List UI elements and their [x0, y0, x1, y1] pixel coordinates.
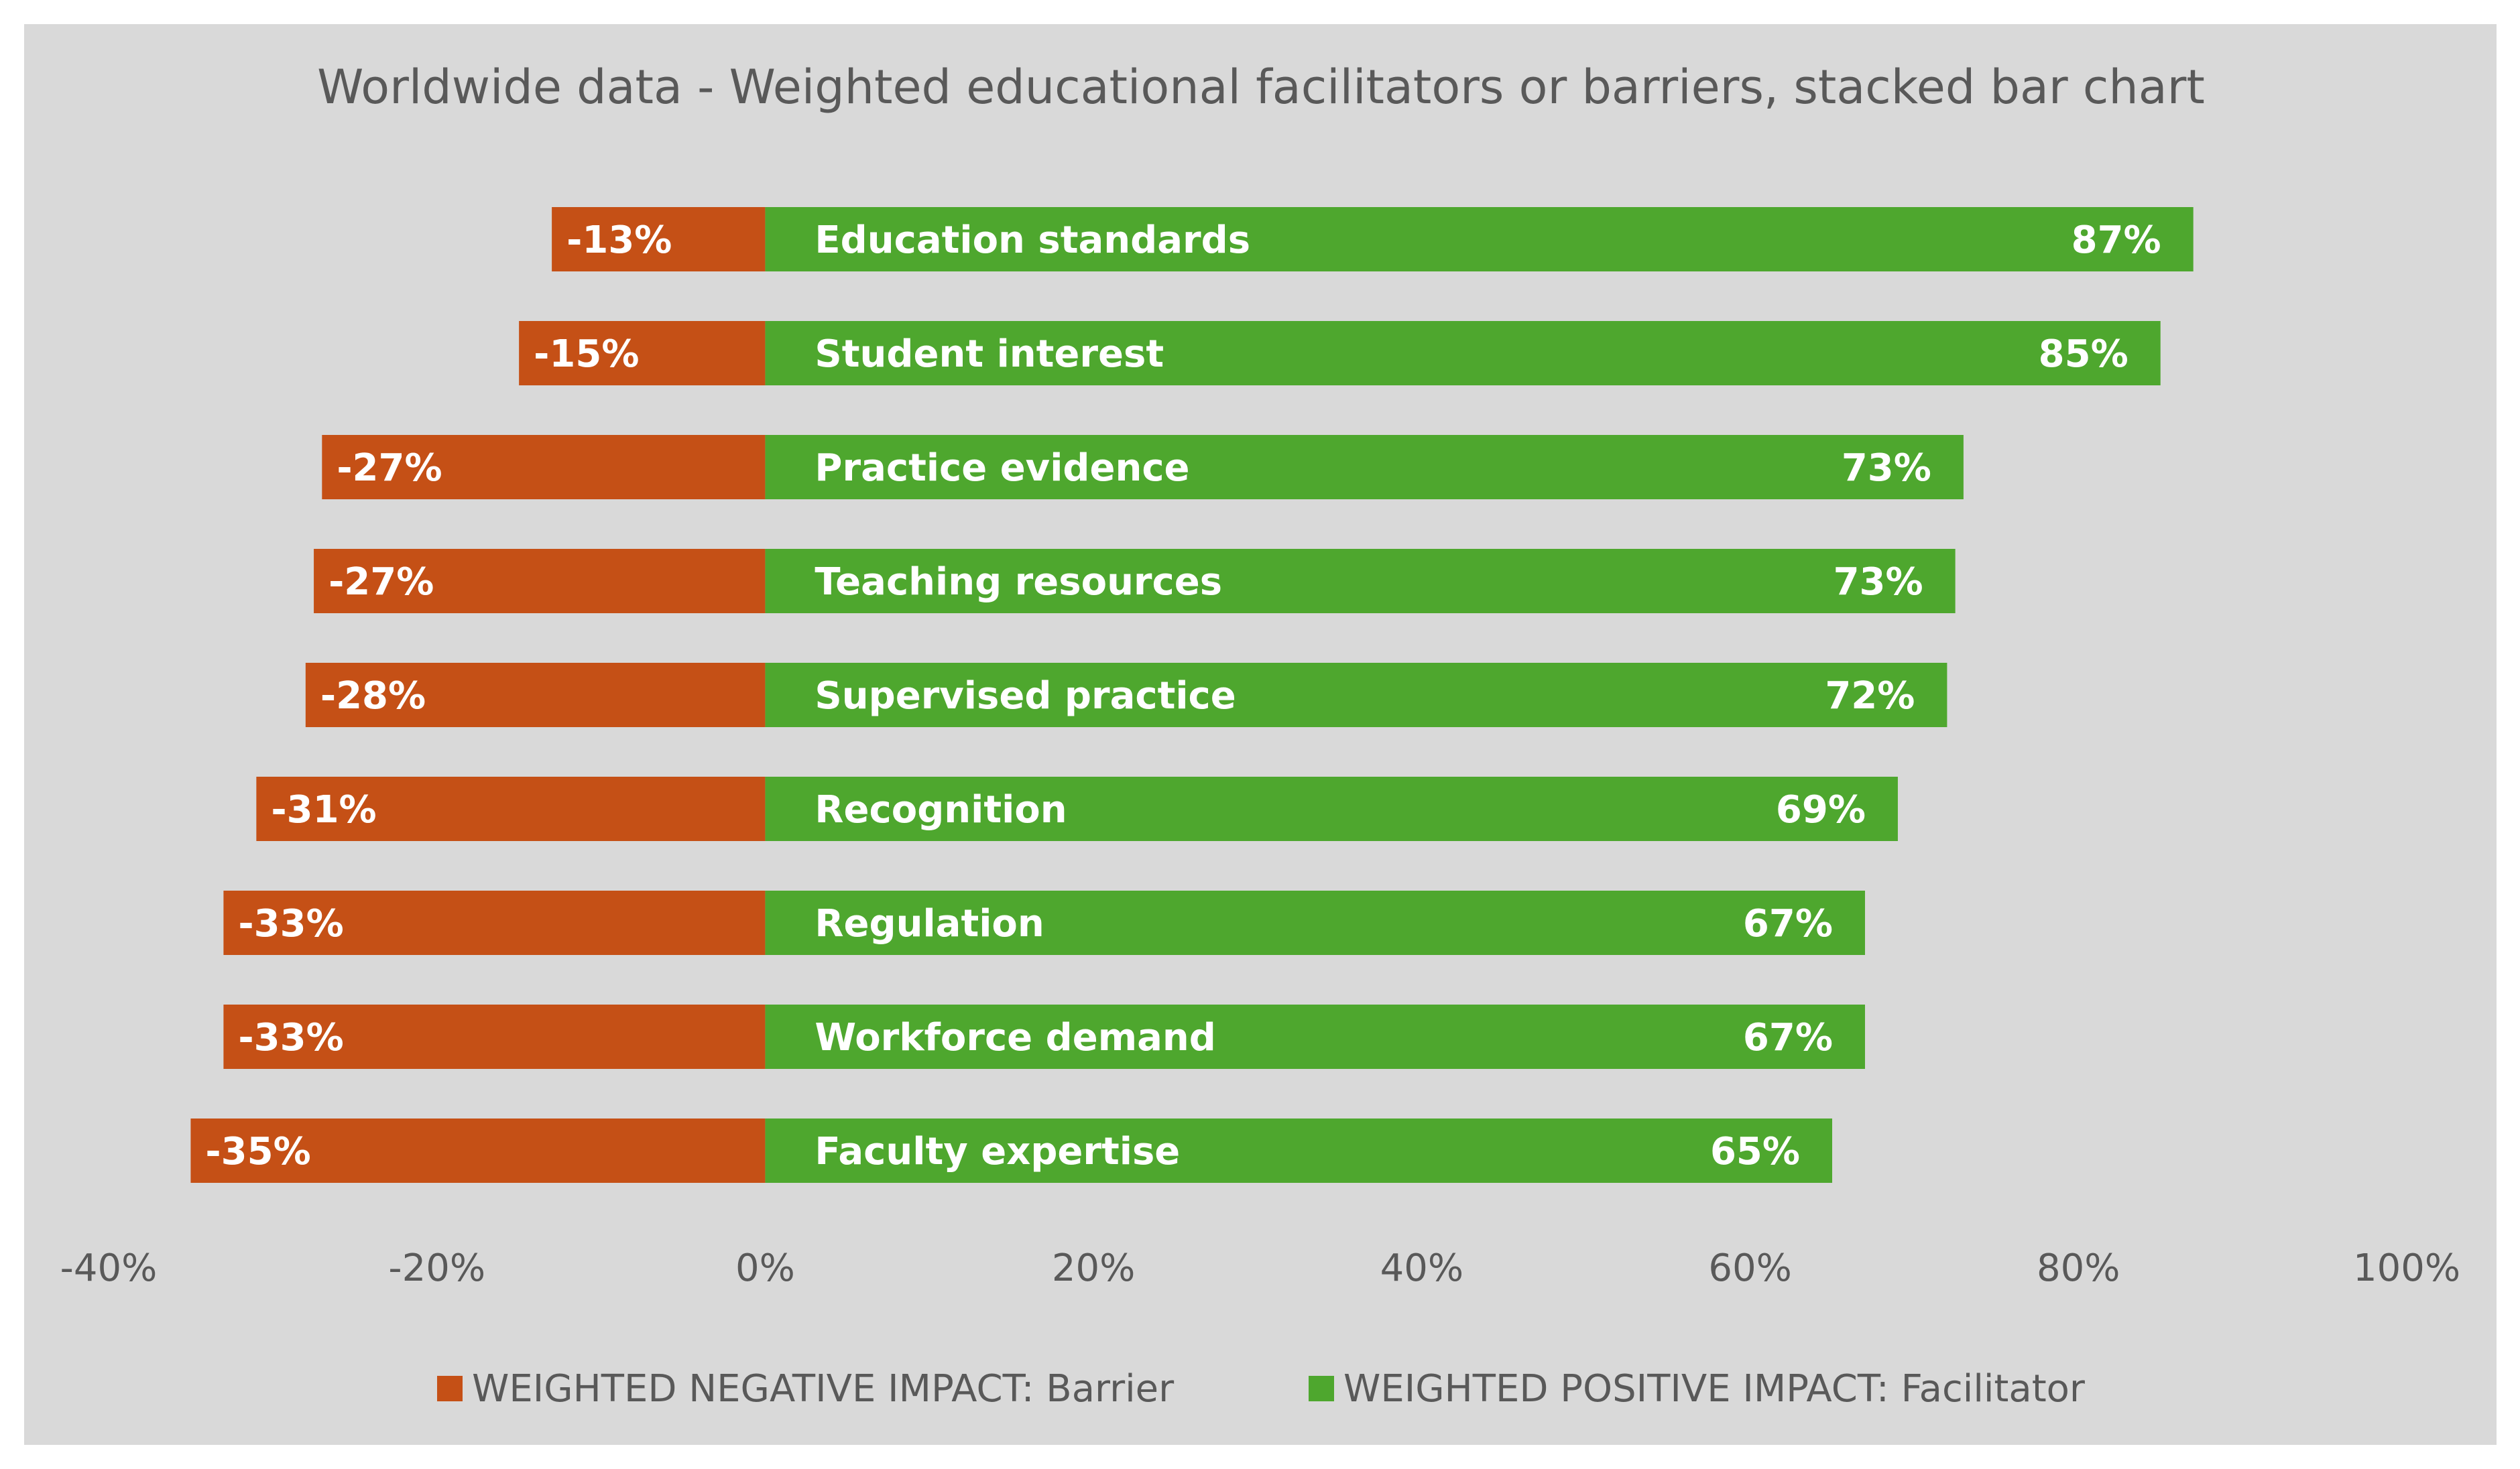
bar-positive-recognition [765, 777, 1898, 841]
bar-negative-faculty-expertise [190, 1119, 766, 1183]
bar-negative-supervised-practice [305, 663, 766, 727]
category-label-faculty-expertise: Faculty expertise [815, 1130, 1180, 1173]
bar-negative-regulation [223, 891, 766, 955]
label-negative-regulation: -33% [238, 902, 343, 946]
chart-title: Worldwide data - Weighted educational fa… [317, 60, 2205, 115]
bar-negative-education-standards [552, 207, 766, 271]
legend: WEIGHTED NEGATIVE IMPACT: Barrier WEIGHTE… [437, 1367, 2086, 1411]
bar-positive-education-standards [765, 207, 2194, 271]
x-tick-label: 60% [1708, 1247, 1791, 1290]
label-negative-recognition: -31% [271, 788, 376, 832]
category-label-student-interest: Student interest [815, 332, 1164, 376]
label-negative-faculty-expertise: -35% [205, 1130, 310, 1173]
label-positive-practice-evidence: 73% [1842, 446, 1931, 490]
x-tick-label: 20% [1052, 1247, 1135, 1290]
bar-negative-student-interest [519, 321, 766, 385]
bar-positive-faculty-expertise [765, 1119, 1832, 1183]
category-label-supervised-practice: Supervised practice [815, 674, 1236, 718]
x-axis-ticks: -40% -20% 0% 20% 40% 60% 80% 100% [60, 1247, 2460, 1290]
x-tick-label: 0% [735, 1247, 795, 1290]
bar-negative-recognition [256, 777, 766, 841]
label-negative-teaching-resources: -27% [328, 560, 434, 604]
label-positive-teaching-resources: 73% [1834, 560, 1923, 604]
bar-negative-practice-evidence [322, 435, 766, 499]
label-positive-education-standards: 87% [2072, 218, 2161, 262]
x-tick-label: -20% [388, 1247, 485, 1290]
legend-swatch-negative [437, 1376, 463, 1401]
bar-negative-teaching-resources [314, 549, 766, 613]
label-negative-student-interest: -15% [534, 332, 639, 376]
category-label-workforce-demand: Workforce demand [815, 1016, 1215, 1060]
label-positive-student-interest: 85% [2039, 332, 2128, 376]
legend-label-positive: WEIGHTED POSITIVE IMPACT: Facilitator [1343, 1367, 2086, 1411]
chart-area: Worldwide data - Weighted educational fa… [24, 24, 2497, 1445]
category-label-practice-evidence: Practice evidence [815, 446, 1189, 490]
bar-positive-practice-evidence [765, 435, 1964, 499]
label-negative-education-standards: -13% [566, 218, 672, 262]
x-tick-label: 40% [1380, 1247, 1463, 1290]
category-label-recognition: Recognition [815, 788, 1067, 832]
bar-positive-student-interest [765, 321, 2161, 385]
x-tick-label: -40% [60, 1247, 158, 1290]
chart-svg: Worldwide data - Weighted educational fa… [60, 60, 2460, 1411]
bar-negative-workforce-demand [223, 1005, 766, 1069]
label-negative-supervised-practice: -28% [320, 674, 426, 718]
x-tick-label: 100% [2353, 1247, 2460, 1290]
label-positive-regulation: 67% [1743, 902, 1833, 946]
bars-group: -13% Education standards 87% -15% Student in… [190, 207, 2194, 1183]
category-label-teaching-resources: Teaching resources [815, 560, 1222, 604]
label-positive-recognition: 69% [1776, 788, 1866, 832]
category-label-regulation: Regulation [815, 902, 1044, 946]
label-negative-practice-evidence: -27% [337, 446, 442, 490]
label-positive-supervised-practice: 72% [1825, 674, 1915, 718]
bar-positive-regulation [765, 891, 1865, 955]
x-tick-label: 80% [2037, 1247, 2120, 1290]
category-label-education-standards: Education standards [815, 218, 1250, 262]
legend-swatch-positive [1309, 1376, 1334, 1401]
bar-positive-teaching-resources [765, 549, 1956, 613]
label-positive-faculty-expertise: 65% [1710, 1130, 1800, 1173]
label-positive-workforce-demand: 67% [1743, 1016, 1833, 1060]
bar-positive-supervised-practice [765, 663, 1947, 727]
legend-label-negative: WEIGHTED NEGATIVE IMPACT: Barrier [472, 1367, 1175, 1411]
bar-positive-workforce-demand [765, 1005, 1865, 1069]
label-negative-workforce-demand: -33% [238, 1016, 343, 1060]
